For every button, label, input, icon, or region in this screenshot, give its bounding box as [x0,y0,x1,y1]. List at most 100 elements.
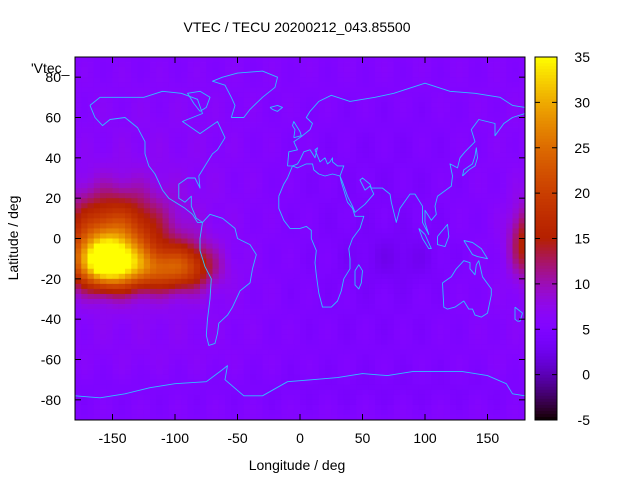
heatmap-cell [193,142,201,149]
heatmap-cell [212,147,220,154]
heatmap-cell [431,132,438,139]
heatmap-cell [262,213,270,219]
heatmap-cell [181,248,188,255]
heatmap-cell [225,384,232,391]
heatmap-cell [237,167,245,174]
heatmap-cell [175,82,182,88]
heatmap-cell [125,334,132,340]
heatmap-cell [125,147,132,154]
heatmap-cell [131,258,138,265]
heatmap-cell [106,152,113,159]
heatmap-cell [362,263,370,270]
heatmap-cell [512,314,520,320]
heatmap-cell [350,193,357,199]
heatmap-cell [137,243,145,249]
heatmap-cell [306,384,313,391]
heatmap-cell [462,278,470,285]
heatmap-cell [131,147,138,154]
heatmap-cell [250,82,257,88]
heatmap-cell [150,319,157,325]
heatmap-cell [481,379,488,386]
heatmap-cell [306,238,313,244]
heatmap-cell [512,122,520,128]
heatmap-cell [200,319,207,325]
heatmap-cell [181,299,188,305]
heatmap-cell [206,57,213,63]
heatmap-cell [443,314,451,320]
heatmap-cell [118,62,126,68]
heatmap-cell [512,349,520,355]
heatmap-cell [318,334,326,340]
heatmap-cell [418,329,426,335]
heatmap-cell [206,117,213,123]
heatmap-cell [268,198,276,204]
heatmap-cell [287,354,295,360]
heatmap-cell [212,122,220,128]
heatmap-cell [356,172,363,179]
heatmap-cell [187,223,195,229]
heatmap-cell [512,288,520,295]
heatmap-cell [493,198,501,204]
heatmap-cell [162,293,170,300]
heatmap-cell [350,213,357,219]
heatmap-cell [300,137,307,144]
heatmap-cell [150,188,157,194]
heatmap-cell [425,299,432,305]
heatmap-cell [456,379,463,386]
heatmap-cell [193,344,201,350]
heatmap-cell [143,208,151,214]
heatmap-cell [518,183,525,189]
heatmap-cell [300,157,307,164]
heatmap-cell [412,243,420,249]
heatmap-cell [318,344,326,350]
heatmap-cell [268,233,276,239]
heatmap-cell [193,188,201,194]
heatmap-cell [131,273,138,280]
heatmap-cell [175,389,182,396]
heatmap-cell [293,218,301,224]
heatmap-cell [193,324,201,330]
heatmap-cell [212,354,220,360]
heatmap-cell [518,344,525,350]
heatmap-cell [387,193,395,199]
heatmap-cell [306,102,313,108]
heatmap-cell [112,384,120,391]
heatmap-cell [468,112,476,118]
heatmap-cell [206,62,213,68]
heatmap-cell [81,334,88,340]
heatmap-cell [362,228,370,234]
heatmap-cell [225,374,232,381]
heatmap-cell [87,97,95,103]
heatmap-cell [418,314,426,320]
heatmap-cell [168,112,176,118]
heatmap-cell [243,167,251,174]
heatmap-cell [268,288,276,295]
heatmap-cell [431,142,438,149]
heatmap-cell [106,329,113,335]
heatmap-cell [431,374,438,381]
heatmap-cell [406,399,413,406]
heatmap-cell [93,92,101,98]
heatmap-cell [187,193,195,199]
heatmap-cell [300,142,307,149]
heatmap-cell [243,404,251,411]
heatmap-cell [425,309,432,315]
heatmap-cell [118,384,126,391]
heatmap-cell [87,258,95,265]
heatmap-cell [75,102,82,108]
heatmap-cell [250,178,257,184]
heatmap-cell [437,112,445,118]
heatmap-cell [125,223,132,229]
heatmap-cell [493,72,501,78]
heatmap-cell [118,147,126,154]
heatmap-cell [400,309,407,315]
heatmap-cell [231,198,238,204]
heatmap-cell [462,67,470,73]
heatmap-cell [156,288,163,295]
heatmap-cell [87,188,95,194]
heatmap-cell [475,349,482,355]
heatmap-cell [318,77,326,83]
heatmap-cell [468,223,476,229]
heatmap-cell [275,223,282,229]
heatmap-cell [225,147,232,154]
